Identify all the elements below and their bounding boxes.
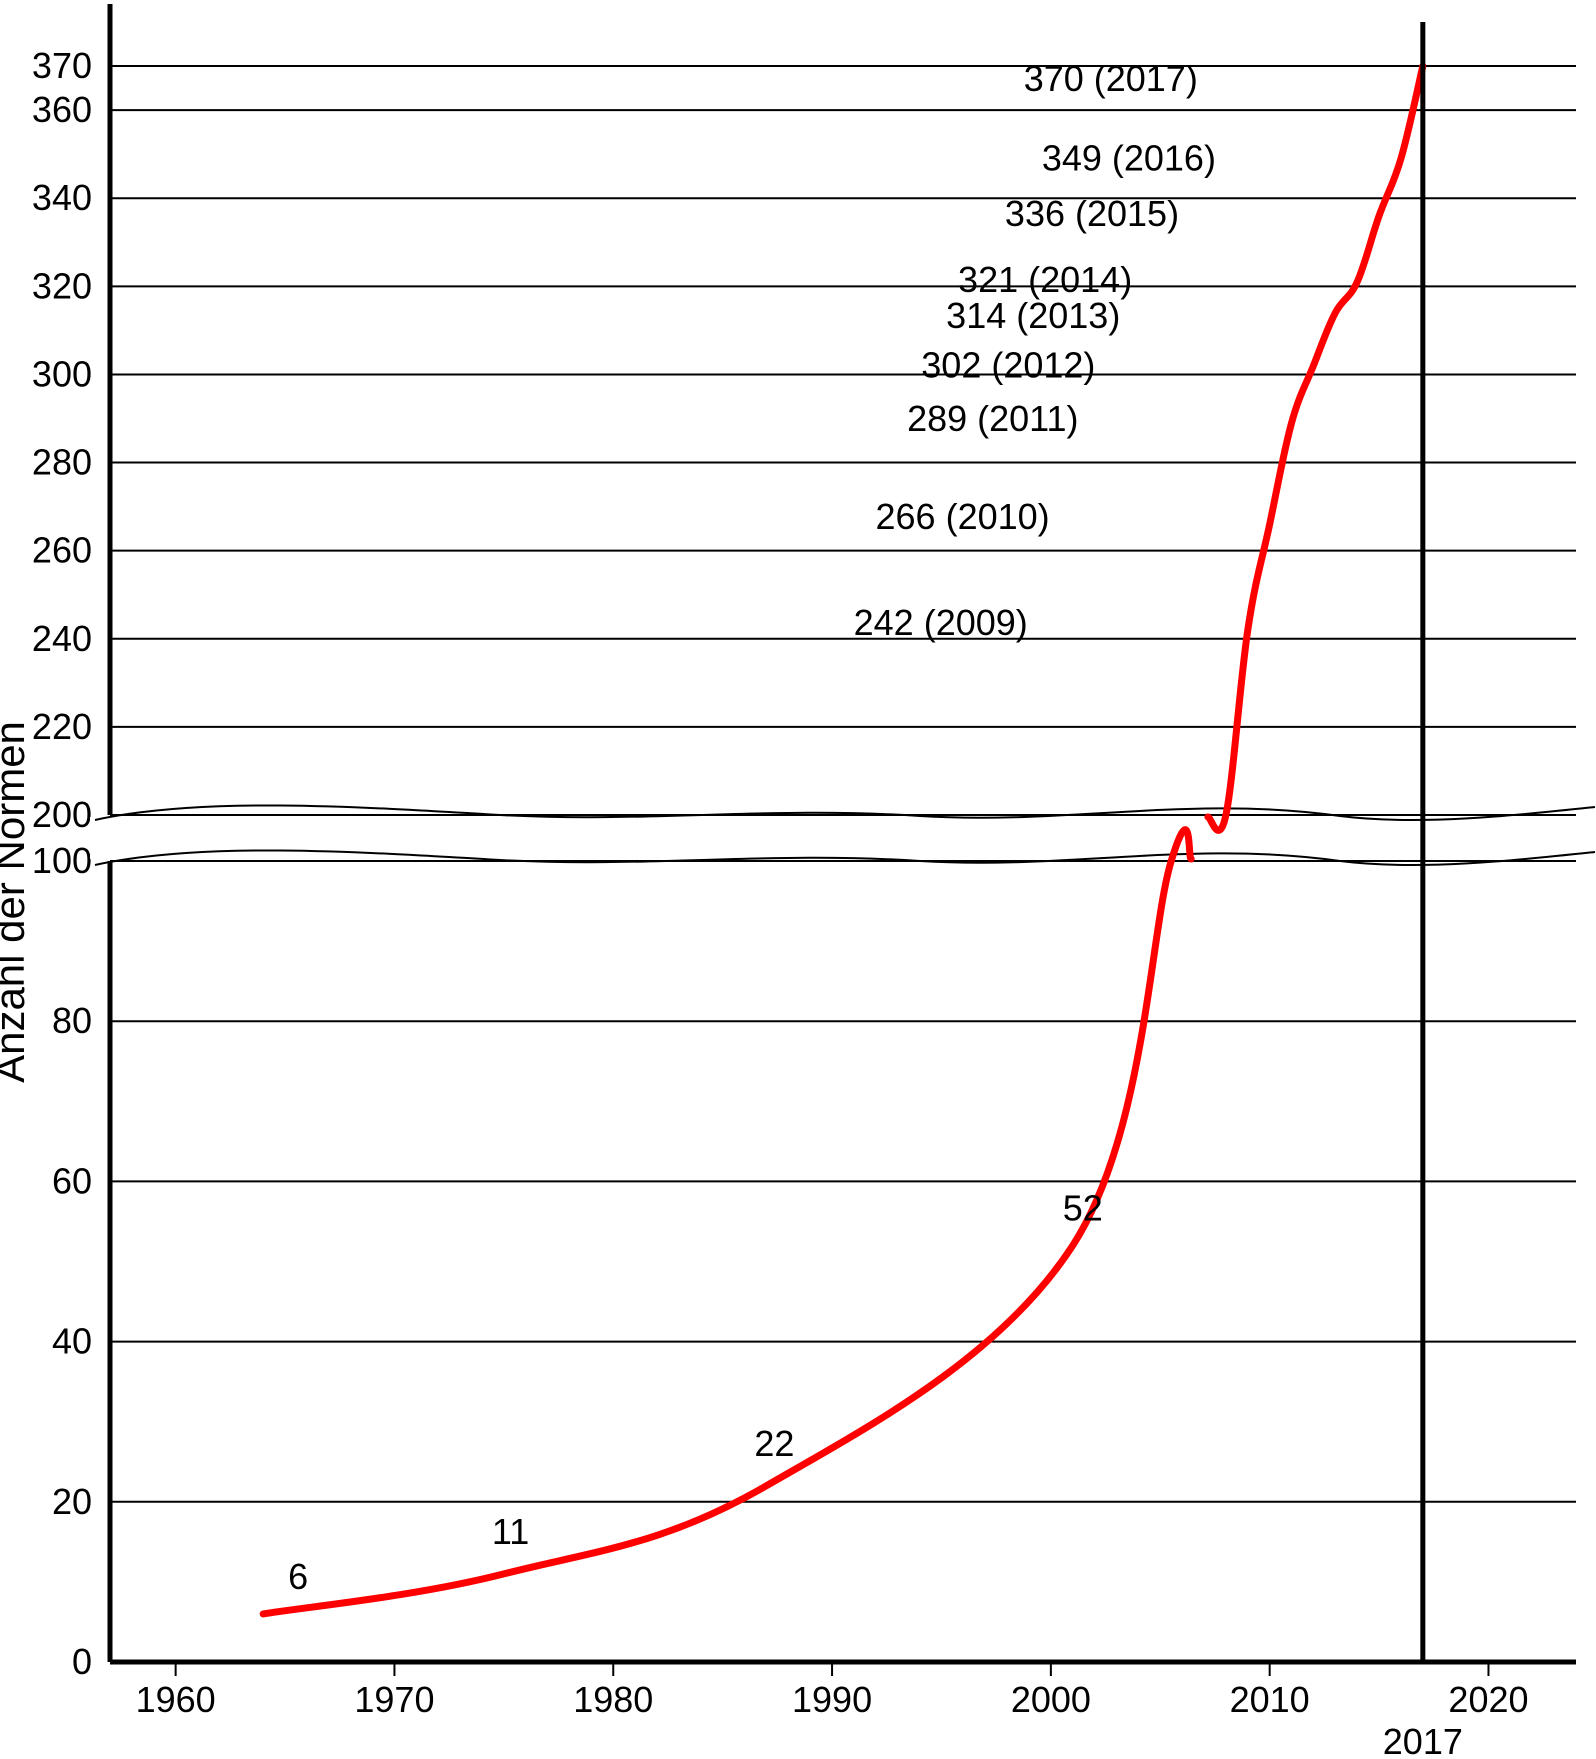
data-point-label: 52 — [1063, 1187, 1103, 1228]
chart-svg: 0204060801002002202402602803003203403603… — [0, 0, 1596, 1759]
data-point-label: 349 (2016) — [1042, 138, 1216, 179]
x-tick-label: 2000 — [1011, 1679, 1091, 1720]
y-tick-label: 260 — [32, 530, 92, 571]
data-point-label: 266 (2010) — [876, 496, 1050, 537]
y-tick-label: 80 — [52, 1000, 92, 1041]
data-point-label: 321 (2014) — [958, 259, 1132, 300]
y-tick-label: 240 — [32, 618, 92, 659]
x-extra-label: 2017 — [1383, 1721, 1463, 1759]
data-point-label: 22 — [754, 1423, 794, 1464]
y-axis-label: Anzahl der Normen — [0, 721, 33, 1083]
y-tick-label: 20 — [52, 1481, 92, 1522]
data-point-label: 11 — [492, 1511, 529, 1552]
y-tick-label: 40 — [52, 1321, 92, 1362]
y-tick-label: 220 — [32, 706, 92, 747]
x-tick-label: 2020 — [1448, 1679, 1528, 1720]
y-tick-label: 200 — [32, 794, 92, 835]
data-point-label: 289 (2011) — [907, 398, 1078, 439]
data-point-label: 336 (2015) — [1005, 193, 1179, 234]
y-tick-label: 360 — [32, 89, 92, 130]
y-tick-label: 60 — [52, 1160, 92, 1201]
data-point-label: 242 (2009) — [854, 602, 1028, 643]
x-tick-label: 1990 — [792, 1679, 872, 1720]
y-tick-label: 280 — [32, 442, 92, 483]
x-tick-label: 1980 — [573, 1679, 653, 1720]
x-tick-label: 1960 — [136, 1679, 216, 1720]
chart-bg — [0, 0, 1596, 1759]
y-tick-label: 300 — [32, 353, 92, 394]
chart-container: 0204060801002002202402602803003203403603… — [0, 0, 1596, 1759]
x-tick-label: 2010 — [1230, 1679, 1310, 1720]
y-tick-label: 320 — [32, 265, 92, 306]
x-tick-label: 1970 — [354, 1679, 434, 1720]
axis-break-mask — [90, 817, 1596, 859]
y-tick-label: 0 — [72, 1641, 92, 1682]
y-tick-label: 370 — [32, 45, 92, 86]
data-point-label: 370 (2017) — [1024, 58, 1198, 99]
data-point-label: 314 (2013) — [946, 295, 1120, 336]
y-tick-label: 340 — [32, 177, 92, 218]
y-tick-label: 100 — [32, 840, 92, 881]
data-point-label: 6 — [288, 1556, 308, 1597]
data-point-label: 302 (2012) — [921, 345, 1095, 386]
